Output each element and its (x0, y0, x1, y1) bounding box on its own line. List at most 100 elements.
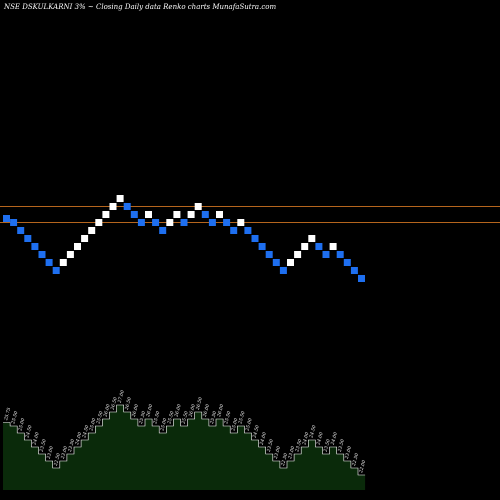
volume-label-44: 24.50 (308, 424, 317, 439)
renko-brick-22 (152, 219, 160, 226)
volume-label-19: 26.00 (131, 403, 140, 418)
renko-brick-14 (95, 219, 103, 226)
volume-label-31: 26.00 (216, 403, 225, 418)
renko-brick-25 (173, 211, 181, 218)
volume-label-49: 23.00 (344, 445, 353, 460)
volume-label-10: 23.50 (67, 438, 76, 453)
renko-brick-27 (187, 211, 195, 218)
volume-label-27: 26.00 (187, 403, 196, 418)
volume-label-2: 25.50 (10, 410, 19, 425)
renko-brick-43 (301, 243, 309, 250)
renko-brick-41 (287, 259, 294, 266)
renko-brick-26 (180, 219, 188, 226)
renko-brick-24 (166, 219, 174, 226)
renko-brick-21 (145, 211, 152, 218)
volume-label-15: 26.00 (102, 403, 111, 418)
volume-label-6: 23.50 (38, 438, 47, 453)
level-lines (0, 206, 500, 223)
volume-label-16: 26.50 (109, 396, 118, 411)
renko-brick-31 (216, 211, 223, 218)
renko-brick-36 (251, 235, 259, 242)
volume-label-48: 23.50 (337, 438, 346, 453)
volume-label-25: 26.00 (173, 403, 182, 418)
renko-brick-2 (10, 219, 18, 226)
volume-outline (3, 404, 366, 476)
chart-title: NSE DSKULKARNI 3% ~ Closing Daily data R… (4, 3, 277, 11)
volume-label-22: 25.50 (152, 410, 161, 425)
renko-brick-45 (315, 243, 323, 250)
renko-brick-17 (116, 195, 124, 202)
volume-label-32: 25.50 (223, 410, 232, 425)
renko-brick-34 (237, 219, 245, 226)
volume-label-38: 23.50 (266, 438, 275, 453)
volume-label-45: 24.00 (315, 431, 324, 446)
volume-label-26: 25.50 (180, 410, 189, 425)
renko-brick-10 (66, 251, 74, 258)
volume-label-43: 24.00 (301, 431, 310, 446)
volume-label-11: 24.00 (74, 431, 83, 446)
volume-label-20: 25.50 (138, 410, 147, 425)
volume-label-41: 23.00 (287, 445, 296, 460)
renko-brick-8 (52, 267, 60, 274)
volume-label-13: 25.00 (88, 417, 97, 432)
renko-brick-16 (109, 203, 117, 210)
volume-label-8: 22.50 (53, 452, 62, 467)
volume-label-50: 22.50 (351, 452, 360, 467)
renko-brick-30 (208, 219, 216, 226)
volume-labels: 25.7525.5025.0024.5024.0023.5023.0022.50… (3, 389, 367, 474)
renko-brick-13 (88, 227, 96, 234)
renko-brick-33 (230, 227, 238, 234)
volume-label-9: 23.00 (60, 445, 69, 460)
renko-brick-6 (38, 251, 46, 258)
volume-label-14: 25.50 (95, 410, 104, 425)
renko-brick-48 (336, 251, 344, 258)
renko-brick-29 (201, 211, 209, 218)
renko-brick-49 (343, 259, 351, 266)
renko-brick-5 (31, 243, 39, 250)
volume-label-5: 24.00 (31, 431, 40, 446)
volume-label-7: 23.00 (45, 445, 54, 460)
volume-label-12: 24.50 (81, 424, 90, 439)
renko-brick-51 (358, 275, 365, 282)
renko-brick-50 (350, 267, 358, 274)
volume-label-47: 24.00 (329, 431, 338, 446)
volume-label-30: 25.50 (209, 410, 218, 425)
renko-brick-40 (279, 267, 287, 274)
volume-label-17: 27.00 (116, 389, 125, 404)
volume-label-40: 22.50 (280, 452, 289, 467)
renko-brick-19 (130, 211, 138, 218)
volume-label-34: 25.50 (237, 410, 246, 425)
renko-brick-38 (265, 251, 273, 258)
volume-label-18: 26.50 (124, 396, 133, 411)
volume-area (3, 404, 366, 490)
renko-brick-28 (194, 203, 202, 210)
renko-brick-12 (81, 235, 89, 242)
renko-brick-39 (272, 259, 280, 266)
volume-label-37: 24.00 (258, 431, 267, 446)
renko-brick-47 (329, 243, 337, 250)
volume-label-51: 22.00 (358, 459, 367, 474)
renko-brick-1 (3, 215, 10, 222)
volume-label-42: 23.50 (294, 438, 303, 453)
volume-label-21: 26.00 (145, 403, 154, 418)
renko-brick-18 (123, 203, 131, 210)
renko-brick-23 (159, 227, 167, 234)
volume-label-4: 24.50 (24, 424, 33, 439)
renko-bricks (3, 195, 365, 282)
volume-label-24: 25.50 (166, 410, 175, 425)
volume-fill (3, 405, 366, 490)
volume-label-36: 24.50 (251, 424, 260, 439)
renko-brick-42 (294, 251, 302, 258)
volume-label-23: 25.00 (159, 417, 168, 432)
volume-label-46: 23.50 (322, 438, 331, 453)
volume-label-35: 25.00 (244, 417, 253, 432)
renko-brick-32 (223, 219, 231, 226)
renko-brick-9 (59, 259, 67, 266)
volume-label-33: 25.00 (230, 417, 239, 432)
volume-label-29: 26.00 (202, 403, 211, 418)
renko-brick-35 (244, 227, 252, 234)
renko-brick-46 (322, 251, 330, 258)
renko-brick-15 (102, 211, 110, 218)
renko-brick-7 (45, 259, 53, 266)
